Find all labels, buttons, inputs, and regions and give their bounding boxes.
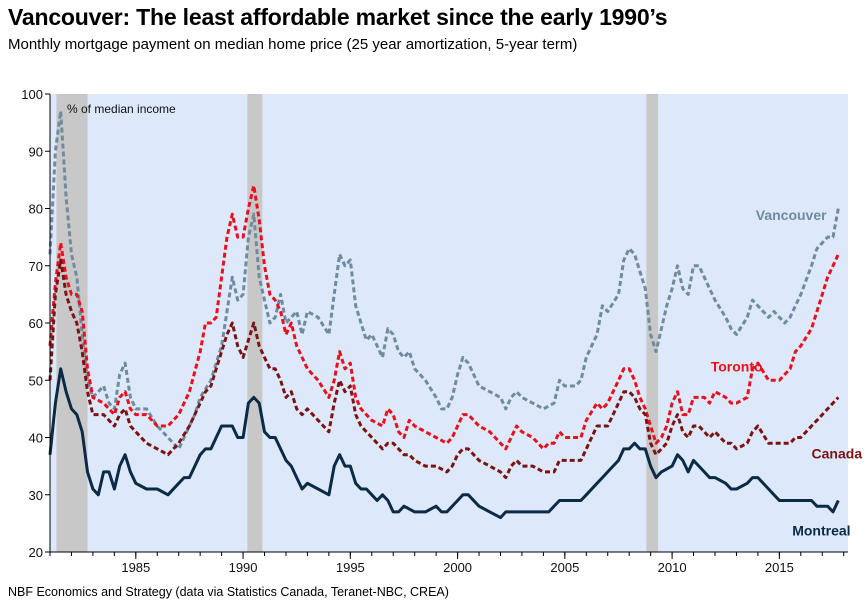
x-tick-label: 2005 <box>550 560 579 575</box>
series-line-montreal <box>48 367 840 520</box>
axes: 20 30 40 50 60 70 80 90 100 1985 1990 1995 2000 2005 2… <box>21 87 848 575</box>
x-tick-label: 2015 <box>765 560 794 575</box>
plot-background <box>50 94 848 552</box>
series-line-canada <box>48 258 840 480</box>
chart-subtitle: Monthly mortgage payment on median home … <box>8 36 578 53</box>
y-tick-label: 80 <box>29 202 43 217</box>
line-chart: 20 30 40 50 60 70 80 90 100 1985 1990 1995 2000 2005 2… <box>21 87 863 575</box>
source-note: NBF Economics and Strategy (data via Sta… <box>8 585 449 599</box>
series-labels: Vancouver Toronto Canada Montreal <box>711 207 863 538</box>
x-tick-label: 1990 <box>229 560 258 575</box>
series-label-toronto: Toronto <box>711 359 763 375</box>
x-tick-label: 2000 <box>443 560 472 575</box>
y-tick-label: 20 <box>29 545 43 560</box>
y-tick-label: 40 <box>29 431 43 446</box>
y-tick-label: 60 <box>29 316 43 331</box>
recession-bands <box>56 94 659 552</box>
y-tick-label: 50 <box>29 373 43 388</box>
y-axis-annotation: % of median income <box>67 102 176 116</box>
chart-title: Vancouver: The least affordable market s… <box>8 4 668 30</box>
recession-band <box>56 94 88 552</box>
x-tick-label: 1995 <box>336 560 365 575</box>
series-lines <box>48 109 840 520</box>
x-tick-label: 1985 <box>121 560 150 575</box>
x-tick-label: 2010 <box>658 560 687 575</box>
series-line-toronto <box>48 184 840 451</box>
series-label-canada: Canada <box>812 446 863 462</box>
y-tick-label: 90 <box>29 144 43 159</box>
series-line-vancouver <box>48 109 840 451</box>
series-label-montreal: Montreal <box>792 522 850 538</box>
recession-band <box>646 94 659 552</box>
y-tick-label: 70 <box>29 259 43 274</box>
y-tick-label: 30 <box>29 488 43 503</box>
y-tick-label: 100 <box>21 87 43 102</box>
series-label-vancouver: Vancouver <box>756 207 827 223</box>
